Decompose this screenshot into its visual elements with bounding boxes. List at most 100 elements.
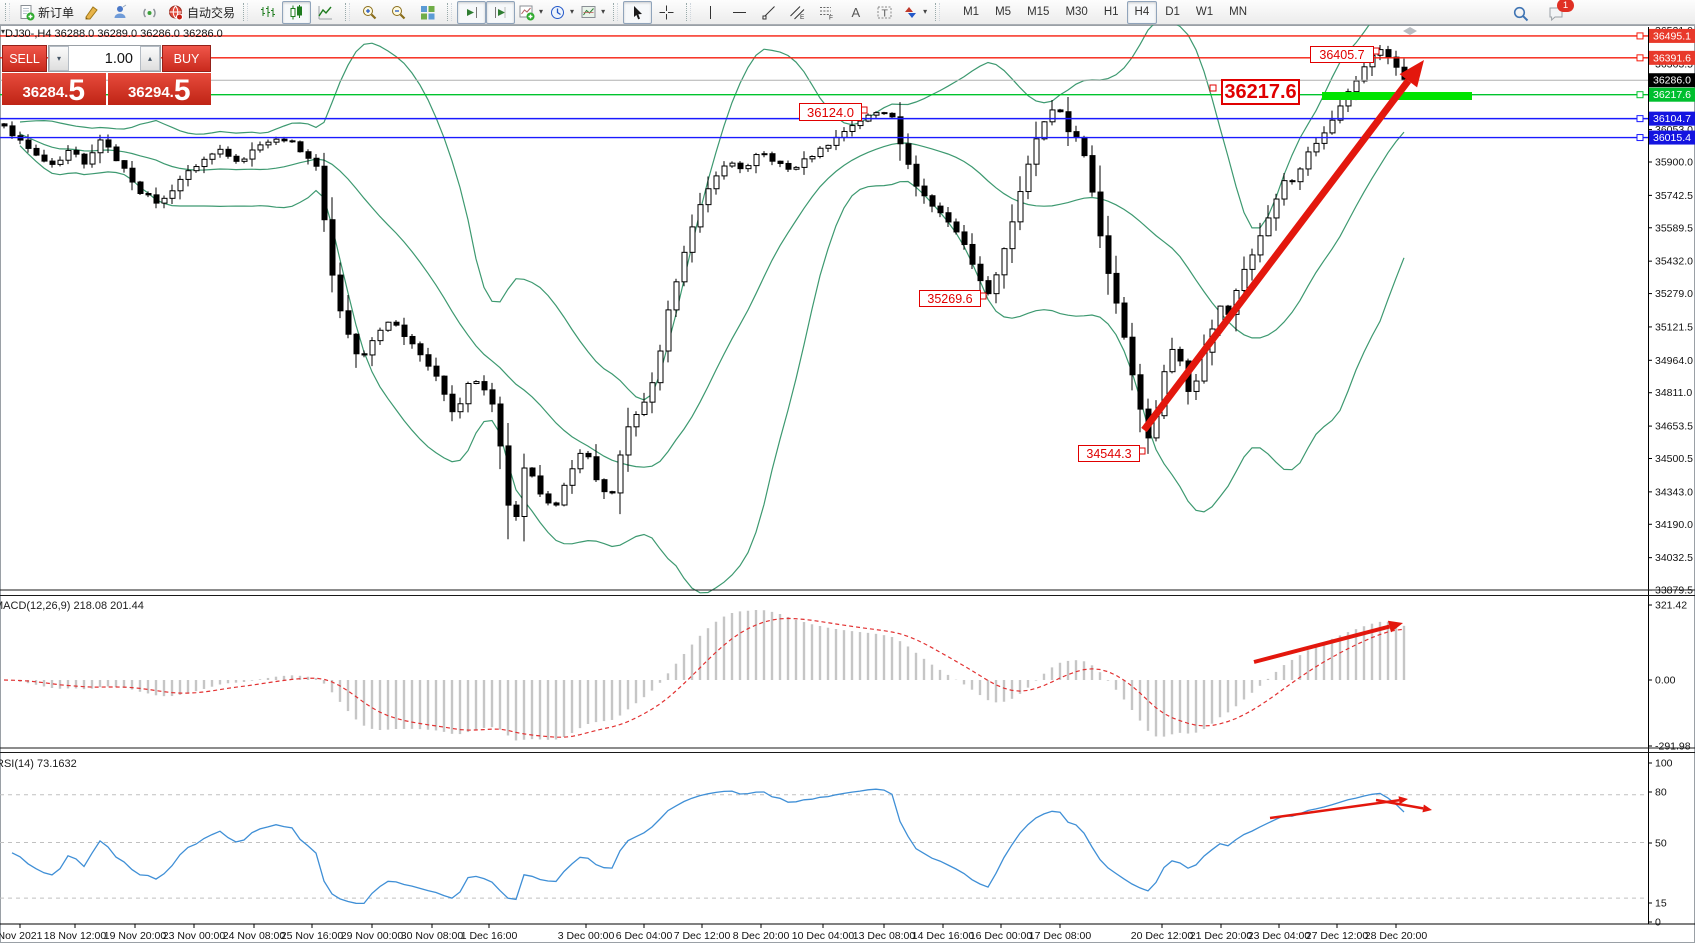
vertical-line-icon — [710, 5, 712, 19]
chevron-down-icon: ▾ — [923, 7, 928, 16]
time-axis-label: 29 Nov 00:00 — [341, 930, 404, 942]
price-annotation[interactable]: 36405.7 — [1310, 46, 1374, 63]
price-annotation[interactable]: 36217.6 — [1221, 79, 1300, 105]
arrows-icon — [905, 6, 917, 18]
svg-text:36286.0: 36286.0 — [1653, 75, 1691, 87]
crosshair-icon — [659, 5, 674, 19]
time-axis-label: 1 Dec 16:00 — [461, 930, 518, 942]
svg-text:36391.6: 36391.6 — [1653, 52, 1691, 64]
text-label-tool-button[interactable]: T — [870, 1, 899, 24]
crosshair-tool-button[interactable] — [652, 1, 681, 24]
svg-text:36495.1: 36495.1 — [1653, 30, 1691, 42]
buy-price-button[interactable]: 36294. 5 — [107, 73, 211, 108]
timeframe-m1-button[interactable]: M1 — [963, 6, 980, 18]
volume-decrease-button[interactable]: ▾ — [49, 46, 69, 71]
toolbar-grip[interactable] — [686, 3, 692, 21]
toolbar-grip[interactable] — [345, 3, 351, 21]
auto-trading-button[interactable]: 自动交易 — [164, 1, 238, 24]
time-axis-label: 19 Nov 20:00 — [104, 930, 167, 942]
object-anchor-marker — [1403, 27, 1417, 35]
time-axis-label: 17 Dec 08:00 — [1029, 930, 1092, 942]
zoom-in-button[interactable] — [355, 1, 384, 24]
svg-text:36217.6: 36217.6 — [1653, 89, 1691, 101]
notification-badge: 1 — [1557, 0, 1574, 12]
trend-arrow-head — [1387, 620, 1403, 633]
buy-price-big-digit: 5 — [173, 74, 191, 108]
signal-icon — [143, 8, 156, 17]
toolbar-grip[interactable] — [447, 3, 453, 21]
toolbar-grip[interactable] — [5, 3, 10, 21]
svg-text:50: 50 — [1655, 838, 1667, 850]
svg-text:35432.0: 35432.0 — [1655, 256, 1693, 268]
toolbar-grip[interactable] — [243, 3, 249, 21]
price-annotation[interactable]: 35269.6 — [919, 290, 981, 307]
sell-button[interactable]: SELL — [2, 45, 47, 72]
timeframe-m5-button[interactable]: M5 — [995, 6, 1012, 18]
price-annotation[interactable]: 34544.3 — [1078, 445, 1140, 462]
timeframe-d1-button[interactable]: D1 — [1165, 6, 1180, 18]
equidistant-channel-tool-button[interactable]: E — [783, 1, 812, 24]
svg-text:A: A — [852, 5, 861, 20]
svg-text:E: E — [800, 14, 805, 21]
svg-text:35589.5: 35589.5 — [1655, 222, 1693, 234]
timeframe-w1-button[interactable]: W1 — [1195, 6, 1214, 18]
timeframe-m30-button[interactable]: M30 — [1065, 6, 1088, 18]
svg-text:35279.0: 35279.0 — [1655, 288, 1693, 300]
line-chart-button[interactable] — [311, 1, 340, 24]
price-axis-label — [1649, 28, 1695, 43]
trendline-tool-button[interactable] — [754, 1, 783, 24]
fibonacci-tool-button[interactable]: F — [812, 1, 841, 24]
time-axis-label: 3 Dec 00:00 — [558, 930, 615, 942]
volume-increase-button[interactable]: ▴ — [140, 46, 160, 71]
svg-text:F: F — [829, 14, 833, 21]
toolbar-grip[interactable] — [613, 3, 619, 21]
panel-collapse-caret[interactable]: ▾ — [1, 27, 6, 36]
auto-scroll-button[interactable] — [457, 0, 487, 24]
svg-text:80: 80 — [1655, 787, 1667, 799]
candlestick-chart-button[interactable] — [282, 0, 312, 24]
timeframe-group: M1 M5 M15 M30 H1 H4 D1 W1 MN — [955, 0, 1255, 24]
zoom-out-button[interactable] — [384, 1, 413, 24]
text-tool-button[interactable]: A — [841, 1, 870, 24]
time-axis-label: 8 Dec 20:00 — [733, 930, 790, 942]
vertical-line-tool-button[interactable] — [696, 1, 725, 24]
trend-arrow-head — [1398, 796, 1408, 805]
toolbar-grip[interactable] — [935, 3, 941, 21]
chart-shift-button[interactable] — [486, 0, 516, 24]
volume-box: ▾ 1.00 ▴ — [48, 45, 161, 72]
tile-windows-button[interactable] — [413, 1, 442, 24]
timeframe-h4-button[interactable]: H4 — [1126, 0, 1158, 24]
bar-chart-button[interactable] — [253, 1, 282, 24]
cursor-tool-button[interactable] — [623, 0, 653, 24]
search-button[interactable] — [1506, 2, 1535, 25]
signal-button[interactable] — [135, 1, 164, 24]
price-axis-label — [1649, 111, 1695, 126]
time-axis-label: 21 Dec 20:00 — [1190, 930, 1253, 942]
time-axis-label: 7 Dec 12:00 — [674, 930, 731, 942]
periods-button[interactable]: ▾ — [546, 1, 577, 24]
notifications-button[interactable]: 1 — [1541, 0, 1574, 25]
horizontal-line-tool-button[interactable] — [725, 1, 754, 24]
line-chart-icon — [318, 5, 333, 19]
price-annotation[interactable]: 36124.0 — [799, 103, 862, 121]
svg-text:34343.0: 34343.0 — [1655, 486, 1693, 498]
timeframe-mn-button[interactable]: MN — [1229, 6, 1248, 18]
new-order-button[interactable]: 新订单 — [15, 1, 77, 24]
timeframe-m15-button[interactable]: M15 — [1027, 6, 1050, 18]
market-profile-button[interactable] — [106, 1, 135, 24]
svg-text:-291.98: -291.98 — [1655, 741, 1691, 753]
timeframe-h1-button[interactable]: H1 — [1103, 6, 1119, 18]
add-indicator-button[interactable]: ▾ — [515, 1, 546, 24]
price-axis-label — [1649, 73, 1695, 88]
svg-text:34500.5: 34500.5 — [1655, 453, 1693, 465]
volume-input[interactable]: 1.00 — [104, 50, 133, 67]
arrows-tool-button[interactable]: ▾ — [899, 1, 930, 24]
crayon-tool-button[interactable] — [77, 1, 106, 24]
templates-button[interactable]: ▾ — [577, 1, 608, 24]
buy-button[interactable]: BUY — [162, 45, 211, 72]
svg-text:36015.4: 36015.4 — [1653, 132, 1691, 144]
svg-text:15: 15 — [1655, 898, 1667, 910]
svg-text:35900.0: 35900.0 — [1655, 157, 1693, 169]
sell-price-button[interactable]: 36284. 5 — [2, 73, 106, 106]
